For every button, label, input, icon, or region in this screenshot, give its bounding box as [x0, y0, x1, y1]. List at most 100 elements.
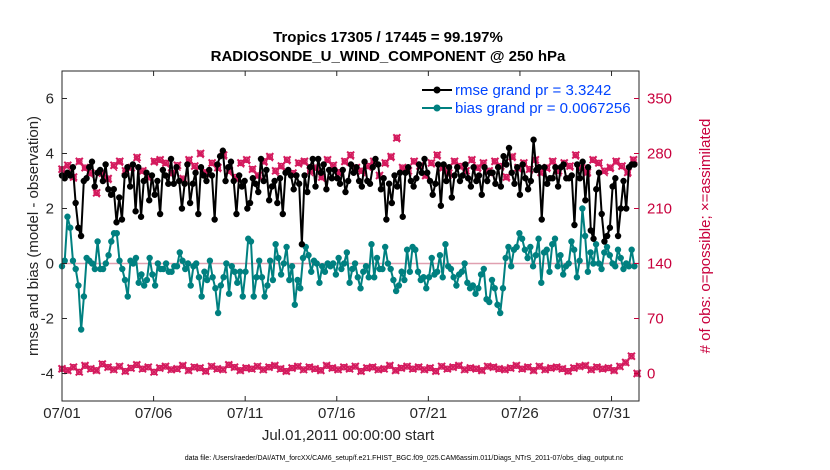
bias-point	[403, 246, 411, 253]
rmse-point	[595, 169, 603, 176]
bias-point	[554, 263, 561, 270]
rmse-point	[377, 186, 385, 193]
legend-bias-marker	[433, 104, 441, 112]
obs-assimilated-point	[237, 161, 245, 168]
obs-assimilated-point	[428, 161, 435, 168]
rmse-point	[323, 186, 330, 193]
bias-point	[228, 263, 236, 270]
bias-point	[362, 263, 370, 270]
bias-point	[371, 274, 378, 281]
rmse-point	[473, 177, 480, 185]
bias-point	[108, 238, 115, 245]
rmse-point	[121, 172, 128, 179]
rmse-point	[424, 169, 431, 176]
rmse-point	[249, 175, 257, 182]
obs-assimilated-point	[566, 164, 574, 172]
rmse-point	[541, 164, 548, 171]
bias-point	[423, 285, 430, 292]
bias-point	[80, 293, 88, 300]
rmse-point	[162, 172, 169, 179]
bias-point	[428, 254, 435, 262]
bias-point	[507, 263, 515, 270]
obs-low-point-c	[265, 363, 273, 371]
bias-point	[606, 252, 613, 259]
obs-possible-point-c	[612, 158, 620, 165]
rmse-point	[445, 164, 453, 171]
bias-point	[253, 274, 260, 281]
obs-low-point-c	[582, 362, 589, 369]
obs-possible-point	[282, 155, 292, 164]
obs-low-point	[581, 361, 590, 370]
bias-point	[425, 274, 433, 281]
obs-low-point-c	[75, 368, 83, 376]
rmse-point	[503, 161, 510, 168]
rmse-point	[88, 158, 96, 165]
rmse-point	[317, 169, 325, 176]
rmse-point	[388, 199, 396, 207]
chart-title-line2: RADIOSONDE_U_WIND_COMPONENT @ 250 hPa	[211, 48, 566, 65]
bias-point	[406, 268, 414, 275]
rmse-point	[257, 155, 265, 163]
obs-possible-point-c	[491, 158, 499, 165]
legend-bias-label: bias grand pr = 0.0067256	[455, 100, 631, 117]
bias-point	[173, 263, 181, 270]
obs-low-point-c	[541, 366, 549, 373]
rmse-point	[72, 199, 79, 207]
bias-point	[64, 213, 71, 220]
rmse-point	[535, 164, 543, 171]
bias-point	[497, 309, 504, 317]
rmse-point	[290, 186, 297, 193]
y-right-tick-label: 210	[647, 201, 672, 218]
obs-assimilated-point	[295, 161, 303, 168]
obs-possible-point-c	[278, 162, 285, 170]
x-axis-label: Jul.01,2011 00:00:00 start	[262, 427, 435, 444]
rmse-point	[494, 164, 502, 171]
bias-point	[291, 301, 299, 308]
x-tick-label: 07/11	[227, 405, 263, 422]
obs-low-point-c	[150, 368, 158, 376]
footer-data-file: data file: /Users/raeder/DAI/ATM_forcXX/…	[185, 455, 624, 462]
bias-point	[381, 243, 389, 251]
y-right-tick-label: 350	[647, 91, 672, 108]
obs-low-point	[276, 364, 285, 373]
obs-low-point-c	[386, 362, 394, 369]
bias-point	[570, 246, 578, 253]
rmse-point	[462, 161, 469, 168]
rmse-point	[328, 175, 336, 182]
x-tick-label: 07/16	[318, 405, 356, 422]
obs-low-point-c	[616, 363, 624, 370]
obs-possible-point-c	[572, 151, 580, 159]
bias-point	[338, 265, 345, 273]
bias-point	[94, 238, 101, 245]
bias-line	[61, 208, 636, 330]
bias-point	[77, 326, 85, 333]
bias-point	[499, 285, 507, 292]
bias-point	[225, 290, 233, 297]
obs-low-point	[333, 365, 343, 374]
obs-low-point	[420, 365, 429, 374]
bias-point	[234, 279, 241, 286]
bias-point	[549, 241, 556, 248]
bias-point	[458, 268, 466, 275]
obs-low-point-c	[219, 366, 227, 373]
bias-point	[179, 257, 186, 264]
rmse-point	[279, 210, 286, 218]
bias-point	[203, 276, 211, 284]
rmse-point	[216, 153, 224, 160]
y-left-tick-label: -4	[41, 366, 54, 383]
obs-assimilated-point	[606, 165, 614, 173]
rmse-point	[601, 238, 608, 245]
obs-low-point	[149, 367, 159, 377]
bias-point	[193, 260, 200, 267]
bias-point	[69, 257, 77, 264]
rmse-point	[380, 175, 387, 182]
rmse-point	[489, 169, 496, 176]
rmse-point	[151, 191, 158, 198]
bias-point	[546, 268, 553, 275]
bias-point	[532, 252, 540, 259]
obs-possible-point	[265, 152, 275, 161]
obs-low-point	[126, 363, 136, 373]
bias-point	[392, 287, 400, 295]
obs-possible-point-c	[503, 173, 510, 181]
rmse-point	[91, 183, 98, 190]
